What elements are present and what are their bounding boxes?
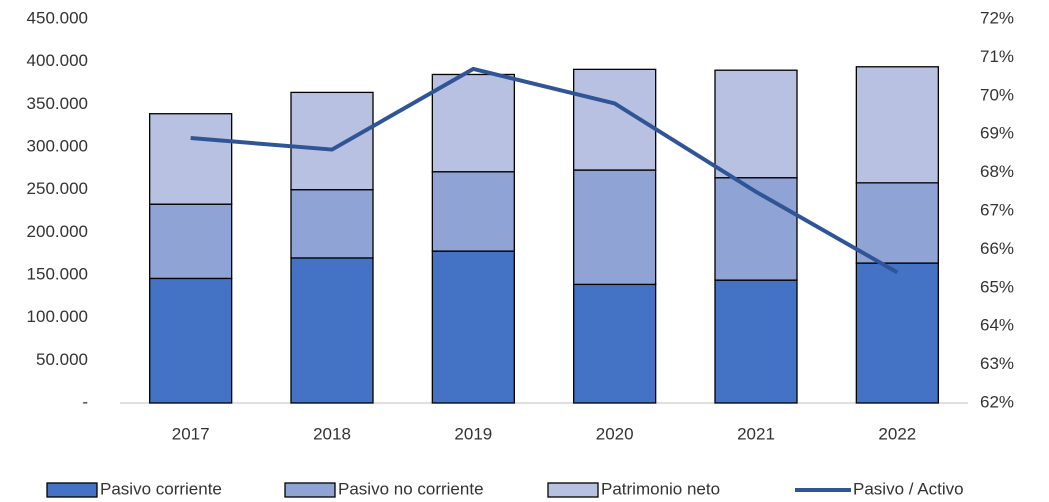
bar-segment xyxy=(290,91,374,191)
y-tick-label: 250.000 xyxy=(27,179,88,198)
bar-segment xyxy=(290,189,374,259)
y-tick-label: 300.000 xyxy=(27,136,88,155)
x-tick-label: 2020 xyxy=(596,424,634,443)
y2-tick-label: 69% xyxy=(980,124,1014,143)
bar-segment xyxy=(573,169,657,286)
legend-swatch xyxy=(547,482,599,498)
y-tick-label: - xyxy=(82,392,88,411)
y2-tick-label: 63% xyxy=(980,354,1014,373)
bar-segment xyxy=(714,69,798,179)
y-tick-label: 200.000 xyxy=(27,222,88,241)
legend-label: Pasivo corriente xyxy=(100,479,222,498)
y-tick-label: 100.000 xyxy=(27,307,88,326)
y-tick-label: 450.000 xyxy=(27,8,88,27)
y-tick-label: 150.000 xyxy=(27,264,88,283)
line-series xyxy=(190,66,899,275)
y2-tick-label: 71% xyxy=(980,47,1014,66)
y2-tick-label: 65% xyxy=(980,277,1014,296)
bar-segment xyxy=(714,279,798,404)
bar-segment xyxy=(149,113,233,205)
x-tick-label: 2017 xyxy=(172,424,210,443)
x-tick-label: 2018 xyxy=(313,424,351,443)
y-tick-label: 50.000 xyxy=(36,350,88,369)
legend-label: Pasivo / Activo xyxy=(853,479,964,498)
y-tick-label: 350.000 xyxy=(27,94,88,113)
bar-segment xyxy=(149,277,233,404)
y2-tick-label: 72% xyxy=(980,8,1014,27)
bar-segment xyxy=(149,203,233,280)
legend-swatch xyxy=(284,482,336,498)
x-tick-label: 2021 xyxy=(737,424,775,443)
legend-label: Pasivo no corriente xyxy=(338,479,484,498)
bar-segment xyxy=(431,250,515,404)
bar-segment xyxy=(855,262,939,404)
legend-swatch xyxy=(46,482,98,498)
y2-tick-label: 67% xyxy=(980,200,1014,219)
bar-segment xyxy=(855,66,939,184)
x-tick-label: 2019 xyxy=(454,424,492,443)
x-tick-label: 2022 xyxy=(878,424,916,443)
y2-tick-label: 62% xyxy=(980,392,1014,411)
bar-segment xyxy=(573,283,657,404)
bar-segment xyxy=(431,73,515,173)
bar-segment xyxy=(714,177,798,281)
bar-segment xyxy=(290,257,374,404)
y-tick-label: 400.000 xyxy=(27,51,88,70)
y2-tick-label: 64% xyxy=(980,316,1014,335)
y2-tick-label: 70% xyxy=(980,85,1014,104)
legend-label: Patrimonio neto xyxy=(601,479,720,498)
y2-tick-label: 68% xyxy=(980,162,1014,181)
y2-tick-label: 66% xyxy=(980,239,1014,258)
bar-segment xyxy=(855,182,939,264)
bar-segment xyxy=(431,171,515,252)
